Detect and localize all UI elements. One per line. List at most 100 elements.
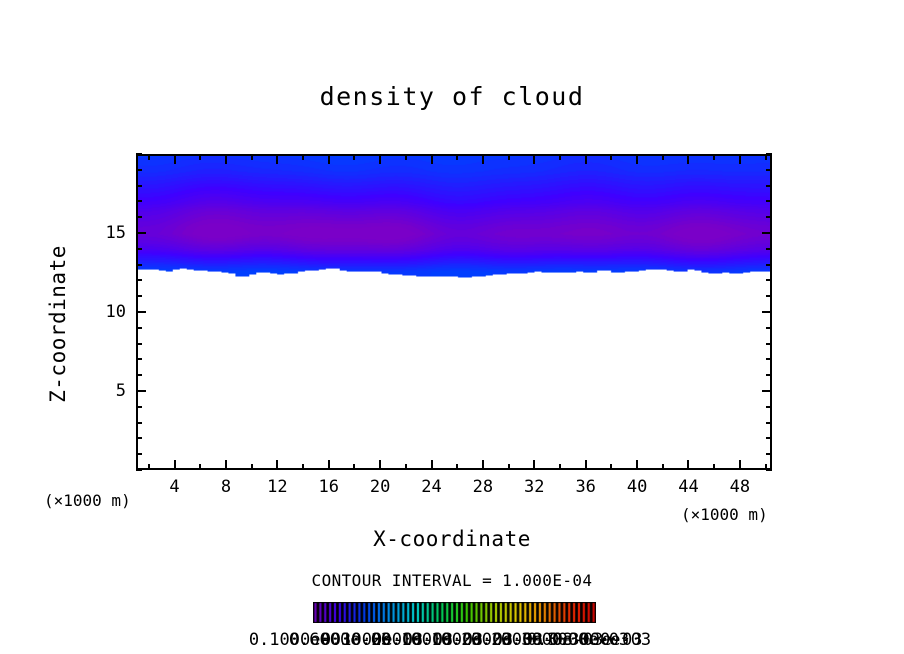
y-tick-mark (136, 216, 142, 219)
y-tick-mark (136, 153, 142, 155)
colorbar-tick-label: e-03 (601, 630, 643, 650)
x-tick-label: 48 (729, 477, 751, 497)
x-tick-mark (224, 460, 227, 470)
x-tick-mark-top (687, 154, 690, 164)
x-tick-mark-top (533, 154, 536, 164)
y-tick-mark-right (762, 390, 772, 392)
x-tick-label: 32 (524, 477, 545, 497)
y-axis-title: Z-coordinate (46, 245, 70, 403)
x-tick-mark-top (584, 154, 587, 164)
x-tick-mark (584, 460, 587, 470)
y-tick-mark (136, 453, 142, 456)
y-tick-mark-right (766, 421, 772, 424)
colorbar-gradient (313, 602, 596, 623)
x-tick-mark-top (764, 154, 767, 160)
x-axis-title: X-coordinate (373, 527, 531, 551)
y-tick-mark (136, 421, 142, 424)
x-tick-mark-top (456, 154, 459, 160)
colorbar-tick-label: 0.2300e-03 (470, 630, 574, 650)
y-tick-mark-right (766, 247, 772, 250)
y-tick-mark-right (766, 153, 772, 155)
x-tick-label: 16 (318, 477, 339, 497)
x-tick-mark (430, 460, 433, 470)
x-tick-label: 20 (369, 477, 391, 497)
y-axis-unit-label: (×1000 m) (44, 491, 131, 510)
colorbar-tick-labels: 0.1000e-03 0.6000e-03 0.1000e-03 0.2000e-03… (0, 630, 904, 652)
x-tick-mark (353, 464, 356, 470)
x-tick-mark (507, 464, 510, 470)
colorbar-tick-label: 0.2300e-03 (440, 630, 544, 650)
y-tick-mark-right (766, 374, 772, 377)
x-tick-mark-top (173, 154, 176, 164)
colorbar-tick-label: 0.1000e-03 (380, 630, 484, 650)
y-tick-mark (136, 469, 142, 471)
x-tick-mark (533, 460, 536, 470)
y-tick-mark (136, 200, 142, 203)
colorbar-tick-label: 0.1000e-03 (410, 630, 514, 650)
y-tick-mark (136, 232, 146, 234)
x-tick-mark (173, 460, 176, 470)
x-tick-label: 12 (267, 477, 288, 497)
x-tick-mark (327, 460, 330, 470)
y-tick-mark (136, 295, 142, 298)
y-tick-mark-right (762, 311, 772, 313)
y-tick-mark-right (766, 200, 772, 203)
y-tick-mark-right (766, 469, 772, 471)
x-tick-mark-top (276, 154, 279, 164)
x-tick-mark-top (559, 154, 561, 160)
x-tick-mark (199, 464, 202, 470)
x-tick-label: 44 (678, 477, 699, 497)
y-tick-mark-right (766, 453, 772, 456)
x-tick-mark (738, 460, 741, 470)
y-tick-mark (136, 437, 142, 440)
x-tick-mark (481, 460, 484, 470)
x-tick-mark-top (302, 154, 305, 160)
colorbar (313, 602, 596, 623)
y-tick-label: 10 (105, 302, 126, 322)
y-tick-label: 15 (105, 223, 126, 243)
x-tick-mark-top (430, 154, 433, 164)
y-tick-mark-right (766, 342, 772, 345)
x-tick-label: 36 (575, 477, 596, 497)
x-tick-mark (559, 464, 561, 470)
y-tick-mark (136, 311, 146, 313)
x-tick-mark (276, 460, 279, 470)
plot-area (136, 154, 772, 470)
x-tick-mark-top (250, 154, 253, 160)
y-tick-mark-right (766, 358, 772, 361)
y-tick-mark (136, 279, 142, 282)
y-tick-mark-right (766, 216, 772, 219)
y-tick-mark-right (766, 326, 772, 329)
x-tick-mark-top (738, 154, 741, 164)
x-tick-mark (404, 464, 407, 470)
y-tick-mark (136, 168, 142, 171)
x-tick-mark (764, 464, 767, 470)
y-tick-mark-right (766, 405, 772, 408)
y-tick-mark (136, 358, 142, 361)
x-tick-mark-top (379, 154, 382, 164)
y-tick-mark (136, 390, 146, 392)
x-tick-mark-top (224, 154, 227, 164)
colorbar-tick-label: 0.3000e-03 (548, 630, 652, 650)
colorbar-tick-label: 0.1000e-03 (320, 630, 424, 650)
x-tick-mark (456, 464, 459, 470)
page-title: density of cloud (319, 82, 585, 111)
colorbar-tick-label: 0.1000e-03 (248, 630, 352, 650)
x-tick-label: 28 (472, 477, 494, 497)
x-tick-mark (687, 460, 690, 470)
x-tick-mark (250, 464, 253, 470)
x-tick-label: 40 (626, 477, 648, 497)
x-tick-mark-top (713, 154, 716, 160)
y-tick-label: 5 (115, 381, 126, 401)
x-tick-mark (610, 464, 613, 470)
y-tick-mark-right (762, 232, 772, 234)
x-tick-mark-top (661, 154, 664, 160)
contour-interval-note: CONTOUR INTERVAL = 1.000E-04 (311, 571, 593, 590)
y-tick-mark-right (766, 168, 772, 171)
x-tick-mark (661, 464, 664, 470)
colorbar-tick-label: 0.2000e-03 (350, 630, 454, 650)
x-tick-mark-top (481, 154, 484, 164)
x-tick-mark (379, 460, 382, 470)
x-tick-mark-top (636, 154, 639, 164)
x-tick-label: 8 (220, 477, 232, 497)
